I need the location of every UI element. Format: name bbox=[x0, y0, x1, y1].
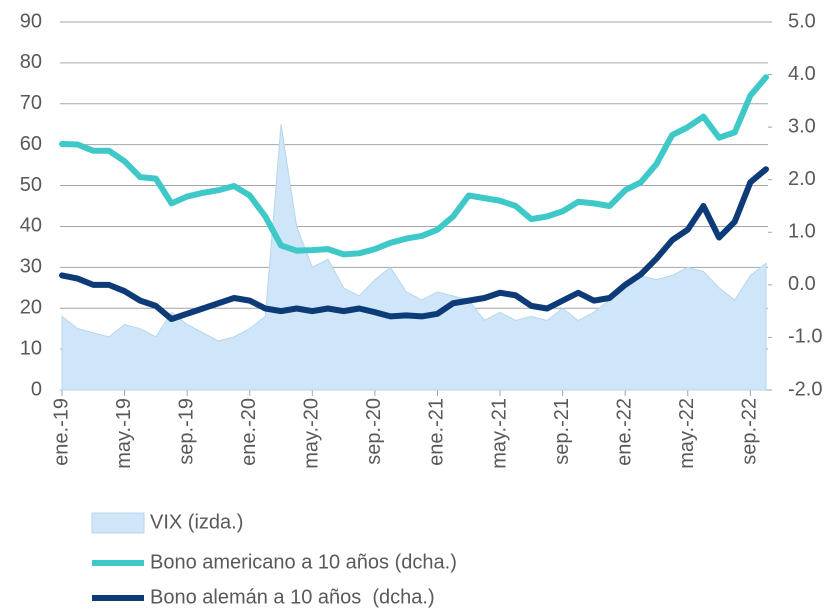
y-tick-label: 90 bbox=[20, 10, 42, 32]
y-tick-label: 70 bbox=[20, 92, 42, 114]
x-tick-label: ene.-21 bbox=[426, 398, 448, 466]
y-tick-label: 50 bbox=[20, 174, 42, 196]
y-tick-label: 10 bbox=[20, 337, 42, 359]
x-tick-label: may.-20 bbox=[301, 398, 323, 469]
y2-tick-label: 3.0 bbox=[788, 115, 816, 137]
y2-tick-label: -2.0 bbox=[788, 378, 822, 400]
x-tick-label: sep.-21 bbox=[551, 398, 573, 465]
legend-swatch bbox=[91, 512, 145, 534]
y-tick-label: 20 bbox=[20, 297, 42, 319]
y-tick-label: 30 bbox=[20, 256, 42, 278]
x-tick-label: sep.-20 bbox=[363, 398, 385, 465]
x-tick-label: ene.-19 bbox=[50, 398, 72, 466]
x-tick-label: may.-22 bbox=[676, 398, 698, 469]
vix-area bbox=[61, 124, 767, 391]
x-tick-label: ene.-20 bbox=[238, 398, 260, 466]
x-tick-label: ene.-22 bbox=[613, 398, 635, 466]
x-tick-label: may.-19 bbox=[113, 398, 135, 469]
x-tick-label: sep.-19 bbox=[175, 398, 197, 465]
y-tick-label: 60 bbox=[20, 133, 42, 155]
legend-label: Bono alemán a 10 años (dcha.) bbox=[150, 586, 435, 608]
y2-tick-label: -1.0 bbox=[788, 326, 822, 348]
y2-tick-label: 2.0 bbox=[788, 168, 816, 190]
legend-label: Bono americano a 10 años (dcha.) bbox=[150, 551, 457, 573]
series-line bbox=[59, 74, 769, 258]
y-tick-label: 40 bbox=[20, 215, 42, 237]
y-tick-label: 80 bbox=[20, 51, 42, 73]
y2-tick-label: 0.0 bbox=[788, 273, 816, 295]
y2-tick-label: 1.0 bbox=[788, 221, 816, 243]
y2-tick-label: 4.0 bbox=[788, 63, 816, 85]
x-tick-label: sep.-22 bbox=[739, 398, 761, 465]
y2-tick-label: 5.0 bbox=[788, 10, 816, 32]
series-line bbox=[59, 166, 769, 323]
x-tick-label: may.-21 bbox=[488, 398, 510, 469]
legend-label: VIX (izda.) bbox=[150, 511, 243, 533]
y-tick-label: 0 bbox=[31, 378, 42, 400]
